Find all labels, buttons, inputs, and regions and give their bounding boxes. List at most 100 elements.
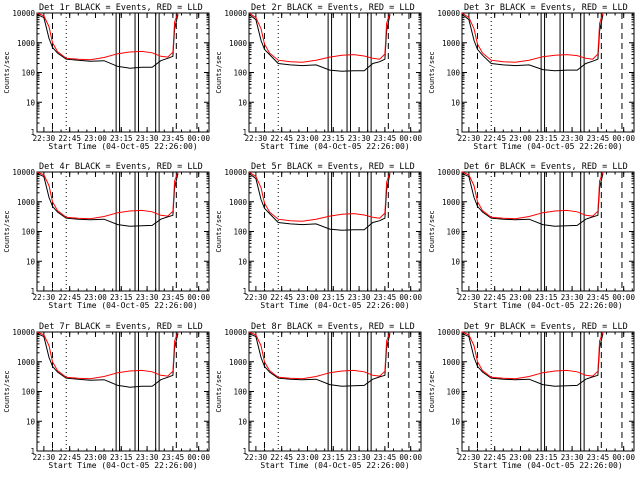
panel-title: Det 2r BLACK = Events, RED = LLD [251,3,415,13]
y-tick-label: 100 [446,228,460,237]
y-tick-label: 1000 [17,39,36,48]
y-tick-label: 100 [21,69,35,78]
plot-frame [36,12,210,133]
y-tick-label: 1 [30,287,35,296]
x-axis-label: Start Time (04-Oct-05 22:26:00) [473,461,622,470]
y-axis-label: Counts/sec [428,210,436,252]
x-tick-label: 23:30 [561,134,584,143]
y-axis-label: Counts/sec [3,370,11,412]
y-tick-label: 10000 [224,9,247,18]
x-tick-label: 23:45 [587,453,610,462]
panel-title: Det 4r BLACK = Events, RED = LLD [39,162,203,172]
y-tick-label: 10 [26,417,36,426]
x-axis-label: Start Time (04-Oct-05 22:26:00) [48,301,197,310]
x-tick-label: 00:00 [612,453,635,462]
x-tick-label: 22:30 [458,453,481,462]
x-axis-label: Start Time (04-Oct-05 22:26:00) [48,142,197,151]
x-tick-label: 22:45 [483,453,506,462]
x-tick-label: 22:30 [245,453,268,462]
plot-frame [36,171,210,292]
x-tick-label: 00:00 [612,293,635,302]
detector-panel-7: Det 7r BLACK = Events, RED = LLD 1 10 100 10… [3,322,210,470]
x-tick-label: 22:30 [33,453,56,462]
y-tick-label: 1000 [442,198,461,207]
x-tick-label: 23:00 [84,134,107,143]
y-tick-label: 100 [233,228,247,237]
x-tick-label: 00:00 [187,293,210,302]
x-axis-label: Start Time (04-Oct-05 22:26:00) [260,301,409,310]
panel-title: Det 5r BLACK = Events, RED = LLD [251,162,415,172]
y-tick-label: 10 [238,417,248,426]
y-tick-label: 1000 [442,39,461,48]
y-tick-label: 1 [242,128,247,137]
x-tick-label: 23:45 [162,134,185,143]
panel-title: Det 6r BLACK = Events, RED = LLD [464,162,628,172]
y-tick-label: 100 [21,388,35,397]
detector-panel-8: Det 8r BLACK = Events, RED = LLD 1 10 100 10… [215,322,422,470]
x-tick-label: 23:00 [509,453,532,462]
x-tick-label: 23:00 [296,453,319,462]
plot-frame [248,12,422,133]
series-events-line [248,173,391,231]
y-axis-label: Counts/sec [215,370,223,412]
x-tick-label: 23:00 [296,134,319,143]
x-axis-label: Start Time (04-Oct-05 22:26:00) [260,142,409,151]
y-tick-label: 1 [242,287,247,296]
y-tick-label: 10000 [437,9,460,18]
x-tick-label: 22:45 [270,453,293,462]
series-events-line [36,172,179,227]
x-tick-label: 23:15 [110,453,133,462]
series-events-line [461,172,604,227]
panel-title: Det 3r BLACK = Events, RED = LLD [464,3,628,13]
series-lld-line [36,331,179,380]
x-tick-label: 23:15 [535,453,558,462]
y-tick-label: 10 [26,98,36,107]
y-axis-label: Counts/sec [428,51,436,93]
series-lld-line [248,171,391,222]
x-tick-label: 23:45 [162,293,185,302]
x-axis-label: Start Time (04-Oct-05 22:26:00) [473,142,622,151]
y-axis-label: Counts/sec [3,51,11,93]
x-tick-label: 22:45 [58,453,81,462]
y-tick-label: 10 [451,98,461,107]
x-tick-label: 23:15 [110,134,133,143]
y-tick-label: 1000 [229,358,248,367]
x-tick-label: 23:15 [322,134,345,143]
y-tick-label: 10000 [224,328,247,337]
series-events-line [36,332,179,388]
y-tick-label: 10 [451,257,461,266]
panel-title: Det 1r BLACK = Events, RED = LLD [39,3,203,13]
plot-frame [461,12,635,133]
x-tick-label: 23:15 [535,134,558,143]
detector-panel-5: Det 5r BLACK = Events, RED = LLD 1 10 100 10… [215,162,422,310]
x-tick-label: 22:45 [270,293,293,302]
x-tick-label: 00:00 [399,453,422,462]
y-tick-label: 10000 [12,328,35,337]
x-tick-label: 23:15 [110,293,133,302]
series-events-line [461,14,604,72]
x-tick-label: 23:00 [84,453,107,462]
plot-frame [461,331,635,452]
x-tick-label: 23:45 [374,134,397,143]
x-tick-label: 23:30 [561,293,584,302]
series-lld-line [248,331,391,380]
x-tick-label: 22:30 [245,293,268,302]
x-tick-label: 23:30 [561,453,584,462]
panel-title: Det 7r BLACK = Events, RED = LLD [39,322,203,332]
x-tick-label: 22:45 [483,293,506,302]
x-tick-label: 23:45 [587,134,610,143]
series-events-line [36,13,179,69]
series-lld-line [36,12,179,61]
series-lld-line [461,171,604,220]
x-tick-label: 23:15 [322,293,345,302]
y-tick-label: 10 [238,257,248,266]
x-tick-label: 23:30 [136,134,159,143]
x-tick-label: 22:30 [458,293,481,302]
detector-panel-6: Det 6r BLACK = Events, RED = LLD 1 10 100 10… [428,162,635,310]
plot-frame [248,171,422,292]
x-tick-label: 23:30 [348,453,371,462]
x-tick-label: 23:00 [84,293,107,302]
y-tick-label: 10000 [12,9,35,18]
